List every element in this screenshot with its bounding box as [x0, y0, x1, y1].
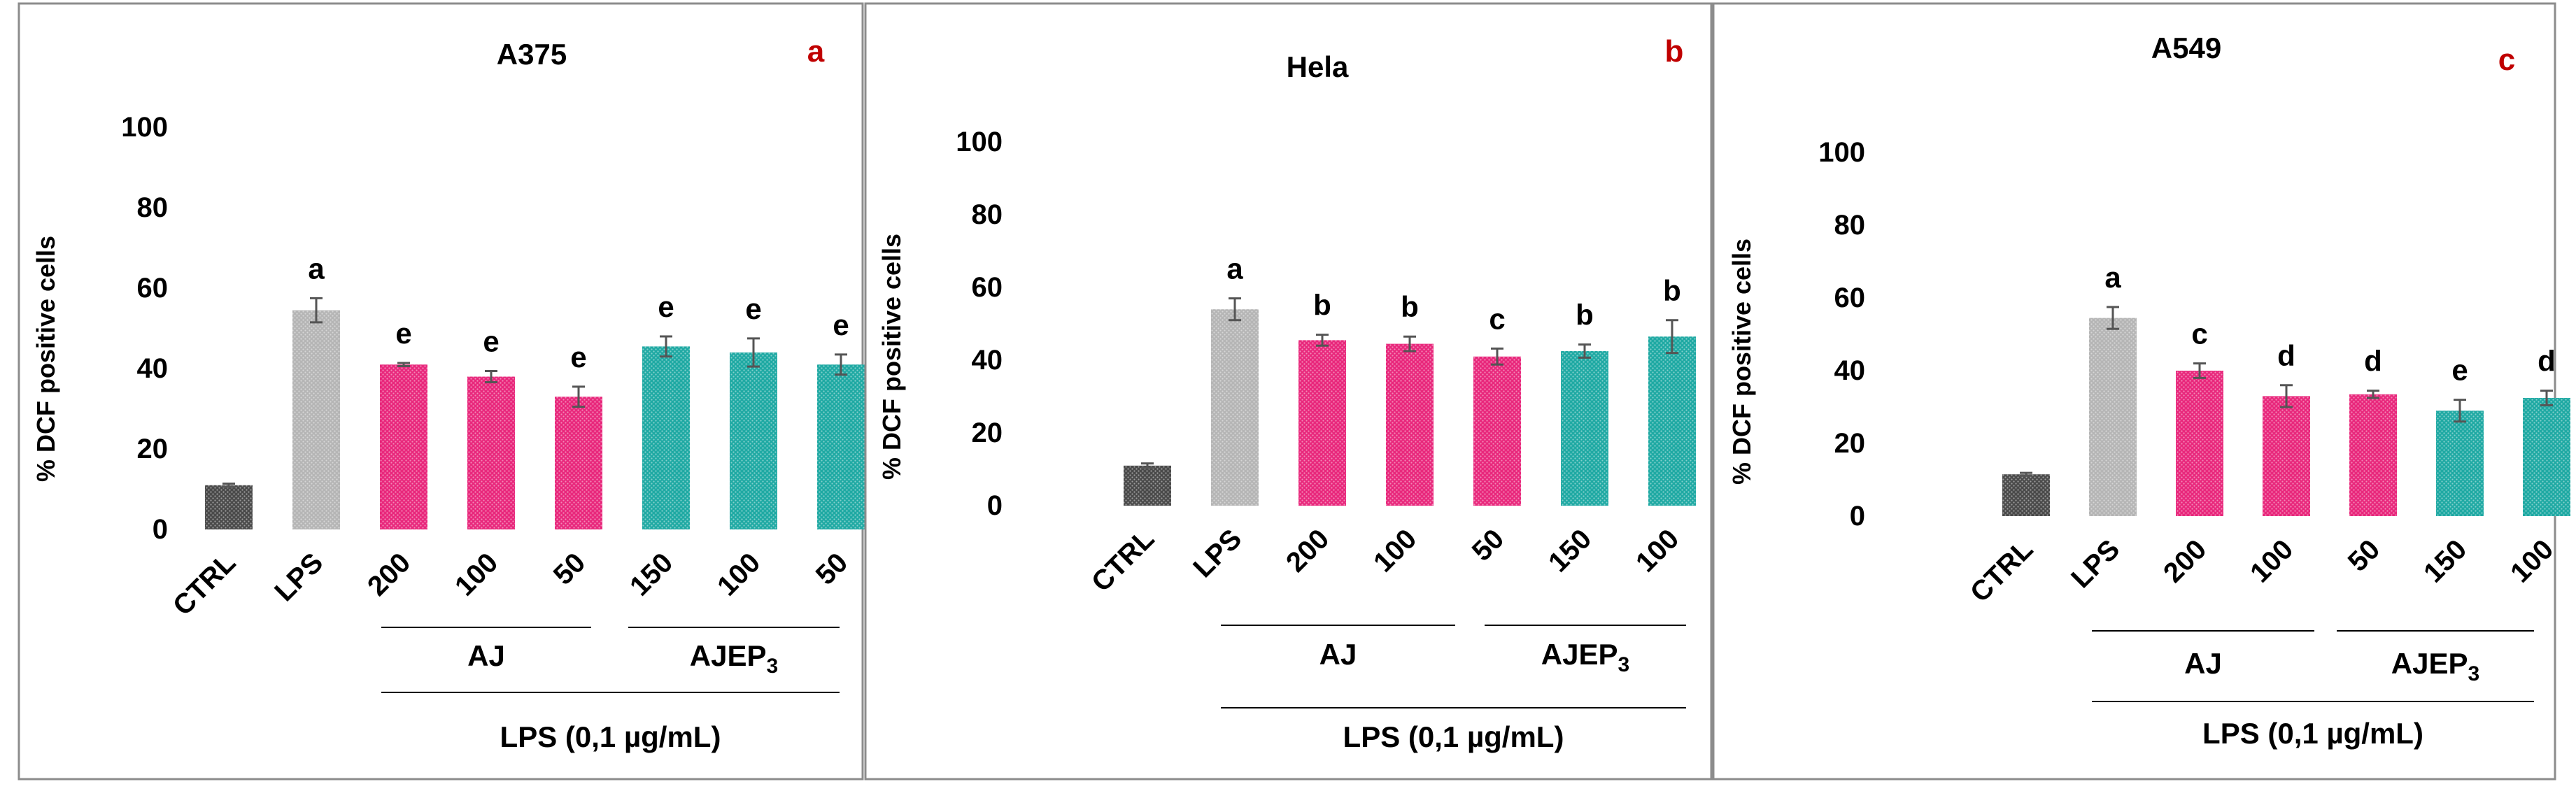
- y-tick-label: 80: [137, 192, 169, 223]
- panel-border: [17, 2, 864, 781]
- significance-letter: a: [1226, 252, 1243, 285]
- significance-letter: e: [833, 308, 849, 341]
- panel-letter: c: [2498, 43, 2515, 77]
- bar-100: [1648, 336, 1696, 506]
- y-tick-label: 100: [121, 112, 168, 143]
- bar-200: [2176, 371, 2223, 516]
- y-axis-label: % DCF positive cells: [877, 234, 906, 480]
- group-label-text: AJ: [2184, 647, 2222, 680]
- group-label: AJEP3: [2391, 647, 2479, 685]
- group-label-subscript: 3: [767, 655, 779, 678]
- y-tick-label: 40: [137, 353, 169, 384]
- group-label: AJ: [467, 639, 505, 672]
- y-tick-label: 80: [972, 199, 1003, 230]
- y-tick-label: 0: [153, 514, 168, 545]
- y-tick-label: 0: [987, 490, 1003, 521]
- bar-150: [642, 346, 690, 529]
- bar-ctrl: [2002, 474, 2050, 516]
- bar-100: [2523, 398, 2570, 516]
- group-label: AJ: [2184, 647, 2222, 680]
- bar-200: [1298, 340, 1346, 506]
- bar-lps: [2089, 318, 2137, 516]
- y-tick-label: 0: [1850, 501, 1865, 532]
- significance-letter: a: [2104, 261, 2121, 294]
- y-tick-label: 20: [137, 434, 169, 464]
- significance-letter: e: [2451, 354, 2468, 387]
- bar-150: [2436, 411, 2484, 516]
- y-tick-label: 60: [972, 272, 1003, 303]
- y-tick-label: 20: [972, 418, 1003, 448]
- chart-title: A549: [2151, 31, 2221, 64]
- bar-100: [1386, 343, 1434, 506]
- group-label: AJ: [1319, 638, 1357, 671]
- bar-100: [467, 376, 515, 529]
- treatment-label: LPS (0,1 µg/mL): [500, 720, 721, 753]
- chart-title: A375: [497, 38, 567, 71]
- group-label-text: AJ: [1319, 638, 1357, 671]
- bar-100: [2263, 396, 2310, 516]
- y-axis-label: % DCF positive cells: [1727, 238, 1756, 485]
- chart-title: Hela: [1287, 50, 1349, 83]
- bar-200: [380, 364, 427, 529]
- treatment-label: LPS (0,1 µg/mL): [2202, 717, 2423, 750]
- y-tick-label: 40: [972, 345, 1003, 376]
- group-label-text: AJ: [467, 639, 505, 672]
- significance-letter: b: [1576, 299, 1594, 332]
- significance-letter: d: [2538, 345, 2556, 378]
- significance-letter: d: [2364, 345, 2382, 378]
- bar-100: [730, 352, 777, 529]
- group-label-text: AJEP: [2391, 647, 2468, 680]
- significance-letter: e: [483, 325, 499, 357]
- panel-letter: b: [1665, 34, 1684, 69]
- significance-letter: e: [745, 292, 761, 325]
- significance-letter: e: [395, 317, 411, 350]
- significance-letter: e: [658, 290, 674, 323]
- bar-50: [2349, 394, 2397, 516]
- group-label-subscript: 3: [1618, 653, 1630, 676]
- group-label: AJEP3: [1541, 638, 1629, 676]
- bar-150: [1561, 351, 1608, 506]
- y-tick-label: 40: [1834, 355, 1866, 386]
- bar-lps: [1211, 309, 1259, 506]
- y-tick-label: 100: [956, 127, 1003, 157]
- group-label-text: AJEP: [690, 639, 767, 672]
- significance-letter: b: [1663, 274, 1681, 307]
- y-tick-label: 100: [1818, 137, 1865, 168]
- significance-letter: c: [2191, 318, 2207, 350]
- y-axis-label: % DCF positive cells: [31, 236, 60, 482]
- bar-50: [817, 364, 865, 529]
- bar-lps: [292, 310, 340, 529]
- treatment-label: LPS (0,1 µg/mL): [1343, 720, 1564, 753]
- group-label-text: AJEP: [1541, 638, 1618, 671]
- significance-letter: b: [1401, 290, 1419, 323]
- bar-ctrl: [1124, 465, 1171, 506]
- group-label-subscript: 3: [2468, 662, 2480, 685]
- bar-50: [1473, 356, 1521, 506]
- significance-letter: b: [1313, 289, 1331, 322]
- significance-letter: e: [570, 341, 586, 373]
- y-tick-label: 20: [1834, 428, 1866, 459]
- significance-letter: c: [1489, 302, 1505, 335]
- bar-50: [555, 397, 602, 529]
- bar-ctrl: [205, 485, 253, 529]
- group-label: AJEP3: [690, 639, 778, 678]
- significance-letter: a: [308, 252, 325, 285]
- y-tick-label: 60: [137, 273, 169, 304]
- significance-letter: d: [2277, 339, 2295, 372]
- y-tick-label: 80: [1834, 210, 1866, 241]
- panel-letter: a: [807, 34, 825, 69]
- y-tick-label: 60: [1834, 283, 1866, 313]
